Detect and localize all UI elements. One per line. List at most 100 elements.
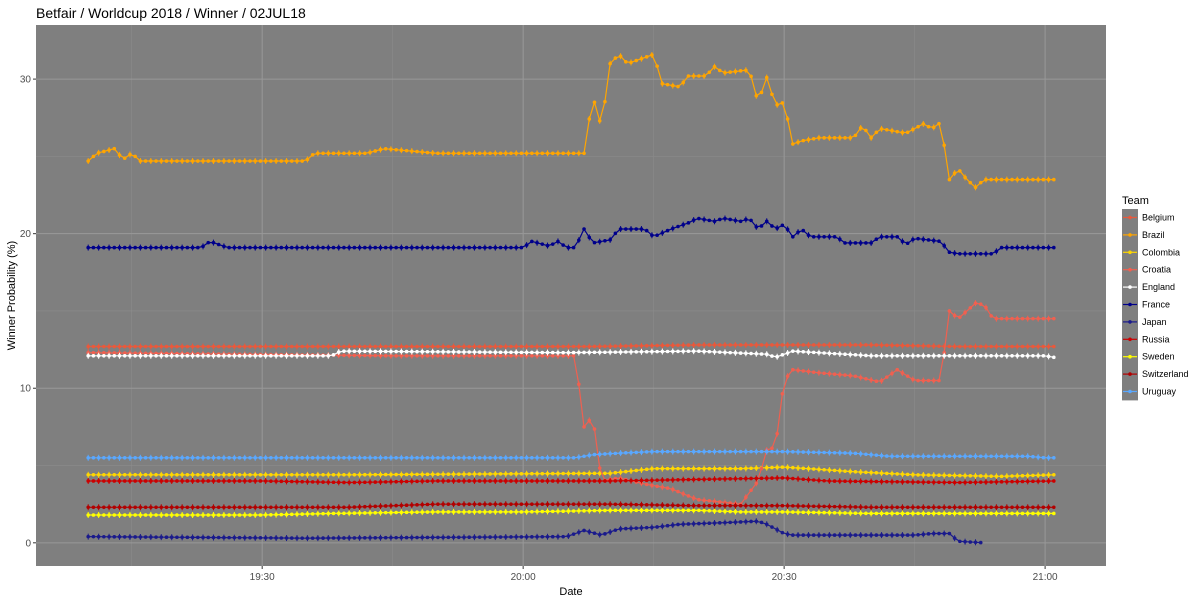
data-point-sweden xyxy=(879,511,884,516)
data-point-france xyxy=(738,219,743,224)
data-point-japan xyxy=(650,525,654,530)
data-point-france xyxy=(227,245,231,250)
data-point-russia xyxy=(796,477,800,481)
data-point-belgium xyxy=(263,344,268,349)
data-point-colombia xyxy=(869,470,873,475)
data-point-belgium xyxy=(749,343,753,347)
data-point-france xyxy=(237,245,242,250)
data-point-uruguay xyxy=(446,456,451,460)
data-point-russia xyxy=(884,479,889,484)
data-point-france xyxy=(634,227,639,231)
data-point-croatia xyxy=(905,374,910,378)
data-point-russia xyxy=(269,479,273,483)
data-point-russia xyxy=(1046,479,1051,483)
data-point-uruguay xyxy=(237,456,242,460)
y-tick-label: 20 xyxy=(20,229,32,240)
data-point-england xyxy=(999,353,1004,358)
data-point-sweden xyxy=(900,511,905,516)
data-point-brazil xyxy=(378,147,383,152)
data-point-russia xyxy=(237,479,242,483)
data-point-switzerland xyxy=(368,504,372,509)
data-point-uruguay xyxy=(597,452,602,457)
data-point-sweden xyxy=(394,510,398,515)
data-point-england xyxy=(822,351,826,355)
data-point-uruguay xyxy=(196,456,200,460)
data-point-switzerland xyxy=(279,505,284,510)
data-point-russia xyxy=(169,479,174,483)
data-point-england xyxy=(733,351,738,355)
data-point-switzerland xyxy=(102,505,106,510)
data-point-uruguay xyxy=(112,456,117,460)
data-point-uruguay xyxy=(749,449,753,454)
data-point-france xyxy=(550,242,555,246)
data-point-france xyxy=(336,245,341,250)
data-point-switzerland xyxy=(707,503,712,508)
data-point-sweden xyxy=(321,511,325,516)
data-point-russia xyxy=(143,479,148,483)
data-point-england xyxy=(316,353,320,358)
data-point-belgium xyxy=(211,344,216,349)
data-point-england xyxy=(1036,353,1040,358)
data-point-russia xyxy=(785,476,790,480)
data-point-uruguay xyxy=(806,450,811,454)
data-point-switzerland xyxy=(832,504,837,509)
data-point-france xyxy=(211,240,216,245)
data-point-brazil xyxy=(796,140,800,144)
data-point-japan xyxy=(180,535,184,540)
data-point-sweden xyxy=(952,511,957,516)
data-point-brazil xyxy=(498,151,503,156)
data-point-russia xyxy=(462,479,466,483)
data-point-england xyxy=(96,353,101,358)
data-point-belgium xyxy=(430,344,435,349)
data-point-croatia xyxy=(102,351,106,355)
data-point-france xyxy=(832,234,837,239)
data-point-russia xyxy=(258,479,263,483)
data-point-sweden xyxy=(717,509,722,513)
data-point-russia xyxy=(232,479,237,483)
data-point-sweden xyxy=(159,513,164,517)
data-point-japan xyxy=(874,533,879,537)
data-point-russia xyxy=(597,479,602,483)
data-point-uruguay xyxy=(874,453,879,457)
data-point-brazil xyxy=(947,177,952,182)
data-point-france xyxy=(827,234,832,239)
data-point-sweden xyxy=(968,511,973,516)
data-point-brazil xyxy=(467,151,472,156)
data-point-sweden xyxy=(926,511,931,516)
data-point-uruguay xyxy=(947,454,952,459)
data-point-france xyxy=(603,238,607,243)
data-point-sweden xyxy=(112,513,117,517)
data-point-belgium xyxy=(503,344,508,349)
data-point-france xyxy=(644,228,649,233)
data-point-belgium xyxy=(462,344,466,349)
data-point-england xyxy=(712,350,717,354)
data-point-england xyxy=(295,353,299,358)
data-point-england xyxy=(477,350,482,354)
data-point-switzerland xyxy=(289,505,294,510)
data-point-uruguay xyxy=(728,449,732,454)
data-point-brazil xyxy=(232,159,237,163)
data-point-uruguay xyxy=(190,456,195,460)
data-point-switzerland xyxy=(864,505,868,509)
data-point-russia xyxy=(639,478,644,483)
data-point-brazil xyxy=(1036,177,1040,182)
data-point-belgium xyxy=(1046,344,1051,349)
data-point-uruguay xyxy=(665,449,670,454)
data-point-switzerland xyxy=(848,505,853,509)
data-point-croatia xyxy=(942,350,946,355)
data-point-france xyxy=(717,217,722,222)
data-point-croatia xyxy=(493,353,498,358)
data-point-switzerland xyxy=(316,505,320,510)
data-point-colombia xyxy=(947,473,952,478)
data-point-uruguay xyxy=(169,456,174,460)
data-point-france xyxy=(874,237,879,242)
data-point-japan xyxy=(864,533,868,537)
data-point-france xyxy=(394,245,398,250)
data-point-brazil xyxy=(670,83,675,88)
data-point-uruguay xyxy=(300,456,304,460)
data-point-england xyxy=(128,353,132,358)
data-point-switzerland xyxy=(352,505,357,509)
data-point-switzerland xyxy=(456,502,461,506)
legend-key-point xyxy=(1128,354,1132,359)
data-point-uruguay xyxy=(175,456,179,460)
